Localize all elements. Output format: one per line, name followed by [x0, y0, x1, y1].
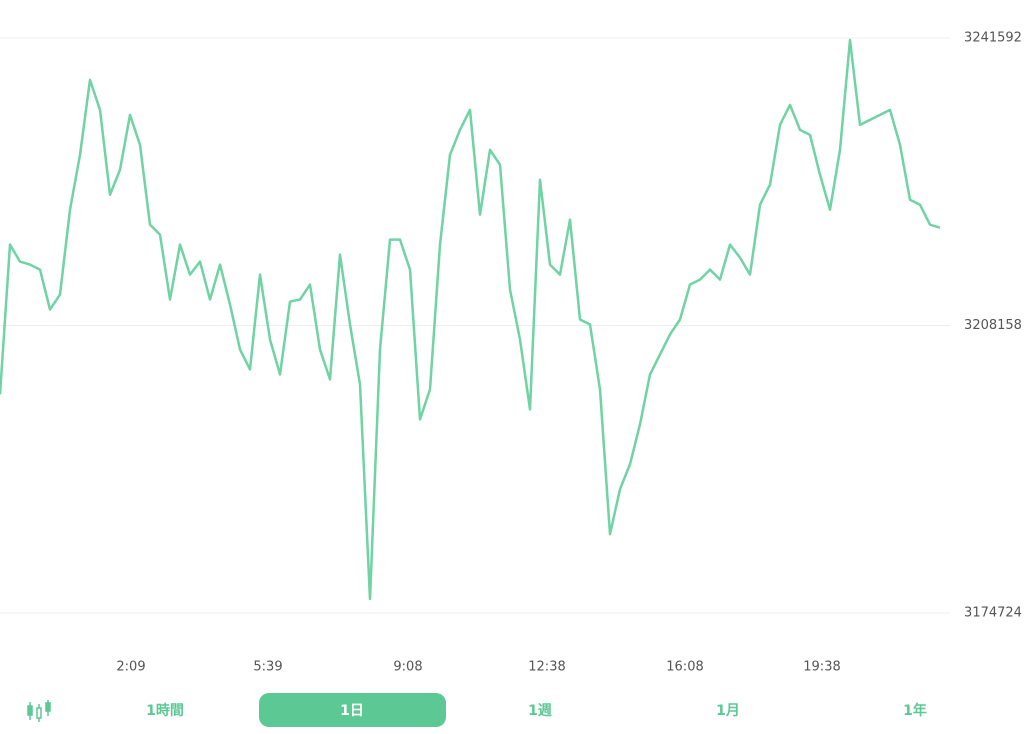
- tab-active-bg[interactable]: [259, 693, 446, 727]
- tab-label[interactable]: 1年: [903, 702, 927, 719]
- y-tick-label: 3241592: [964, 31, 1022, 46]
- candle-icon[interactable]: [27, 700, 51, 722]
- icon-part: [27, 705, 33, 716]
- price-line: [0, 38, 941, 601]
- tab-label[interactable]: 1週: [528, 703, 552, 719]
- icon-part: [45, 702, 51, 712]
- y-tick-label: 3174724: [964, 606, 1022, 621]
- y-tick-label: 3208158: [964, 318, 1022, 333]
- tab-label[interactable]: 1日: [340, 703, 364, 719]
- x-tick-label: 19:38: [803, 660, 840, 675]
- x-tick-label: 9:08: [393, 660, 422, 675]
- tab-label[interactable]: 1月: [716, 703, 740, 719]
- x-tick-label: 16:08: [666, 660, 703, 675]
- icon-part: [36, 707, 42, 719]
- x-tick-label: 12:38: [528, 660, 565, 675]
- x-tick-label: 5:39: [253, 660, 282, 675]
- tab-label[interactable]: 1時間: [146, 702, 184, 719]
- x-tick-label: 2:09: [116, 660, 145, 675]
